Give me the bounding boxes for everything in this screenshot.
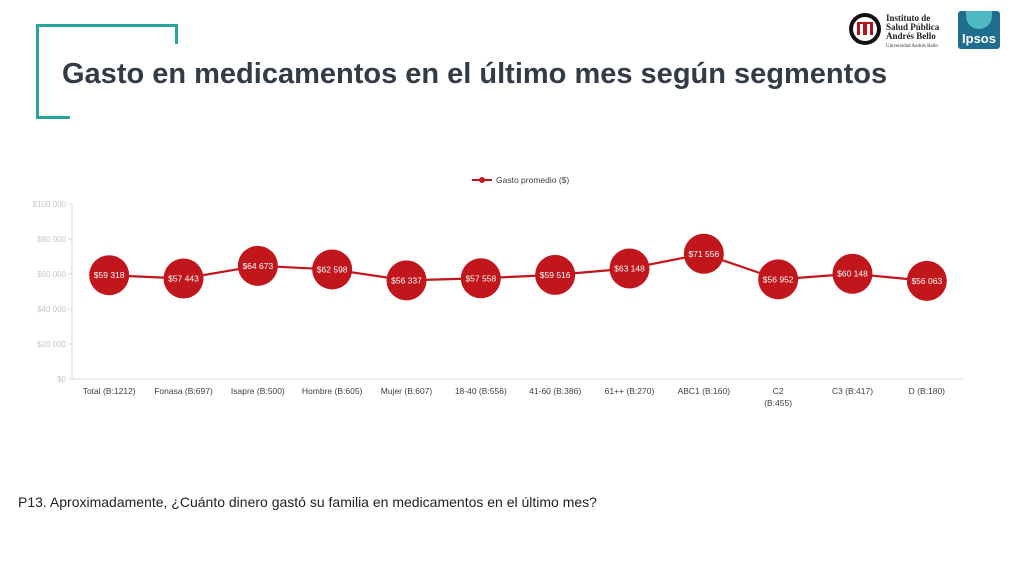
data-point	[89, 255, 130, 296]
y-tick-label: $20 000	[37, 340, 66, 349]
legend-marker	[479, 177, 485, 183]
data-label: $56 337	[391, 275, 422, 285]
isp-logo: Instituto de Salud Pública Andrés Bello …	[844, 8, 948, 54]
data-label: $64 673	[242, 261, 273, 271]
x-tick-label: ABC1 (B:160)	[678, 386, 731, 396]
data-label: $62 598	[317, 264, 348, 274]
isp-logo-text: Instituto de Salud Pública Andrés Bello	[886, 14, 939, 41]
isp-seal-icon	[849, 13, 881, 45]
isp-line-3: Andrés Bello	[886, 31, 936, 41]
data-point	[386, 260, 427, 301]
x-tick-label: Mujer (B:607)	[381, 386, 433, 396]
x-tick-label-line: (B:455)	[764, 398, 792, 408]
frame-accent-right	[175, 24, 178, 44]
data-label: $59 318	[94, 270, 125, 280]
x-tick-label-line: Hombre (B:605)	[302, 386, 363, 396]
data-point	[609, 248, 650, 289]
x-tick-label-line: 41-60 (B:386)	[529, 386, 581, 396]
x-tick-label: C2 (B:455)	[764, 386, 792, 408]
y-tick-label: $100 000	[33, 200, 67, 209]
frame-accent-bottom	[36, 116, 70, 119]
x-tick-label-line: D (B:180)	[909, 386, 946, 396]
x-tick-label: Total (B:1212)	[83, 386, 136, 396]
isp-line-2: Salud Pública	[886, 22, 940, 32]
y-tick-label: $40 000	[37, 305, 66, 314]
data-label: $56 063	[911, 276, 942, 286]
isp-logo-subtext: Universidad Andrés Bello	[886, 44, 938, 49]
page-title: Gasto en medicamentos en el último mes s…	[62, 58, 888, 90]
data-label: $71 556	[688, 249, 719, 259]
y-tick-label: $80 000	[37, 235, 66, 244]
x-tick-label-line: Fonasa (B:697)	[154, 386, 213, 396]
data-label: $63 148	[614, 263, 645, 273]
ipsos-arc-icon	[966, 11, 992, 29]
x-tick-label-line: ABC1 (B:160)	[678, 386, 731, 396]
data-point	[237, 245, 278, 286]
ipsos-logo-text: Ipsos	[962, 31, 996, 46]
isp-line-1: Instituto de	[886, 13, 931, 23]
data-point	[832, 253, 873, 294]
data-point	[163, 258, 204, 299]
ipsos-logo: Ipsos	[958, 11, 1000, 49]
x-tick-label: Isapre (B:500)	[231, 386, 285, 396]
x-tick-label: Hombre (B:605)	[302, 386, 363, 396]
x-tick-label-line: Isapre (B:500)	[231, 386, 285, 396]
x-tick-label: C3 (B:417)	[832, 386, 873, 396]
data-point	[535, 254, 576, 295]
data-point	[906, 260, 947, 301]
x-tick-label: 18-40 (B:556)	[455, 386, 507, 396]
data-label: $56 952	[763, 274, 794, 284]
data-label: $57 558	[465, 273, 496, 283]
x-tick-label: D (B:180)	[909, 386, 946, 396]
x-tick-label-line: Total (B:1212)	[83, 386, 136, 396]
data-point	[460, 258, 501, 299]
x-tick-label-line: 18-40 (B:556)	[455, 386, 507, 396]
x-tick-label-line: C3 (B:417)	[832, 386, 873, 396]
frame-accent-left	[36, 24, 39, 119]
x-tick-label-line: 61++ (B:270)	[605, 386, 655, 396]
y-tick-label: $0	[57, 375, 66, 384]
frame-accent-top	[36, 24, 178, 27]
data-point	[683, 233, 724, 274]
y-tick-label: $60 000	[37, 270, 66, 279]
data-point	[312, 249, 353, 290]
x-tick-label: Fonasa (B:697)	[154, 386, 213, 396]
x-tick-label: 61++ (B:270)	[605, 386, 655, 396]
x-tick-label-line: Mujer (B:607)	[381, 386, 433, 396]
x-tick-label: 41-60 (B:386)	[529, 386, 581, 396]
data-label: $57 443	[168, 273, 199, 283]
survey-question: P13. Aproximadamente, ¿Cuánto dinero gas…	[18, 494, 597, 510]
x-tick-label-line: C2	[773, 386, 784, 396]
data-point	[758, 259, 799, 300]
series-line	[109, 252, 927, 282]
data-label: $60 148	[837, 269, 868, 279]
legend-label: Gasto promedio ($)	[496, 175, 569, 185]
data-label: $59 516	[540, 270, 571, 280]
